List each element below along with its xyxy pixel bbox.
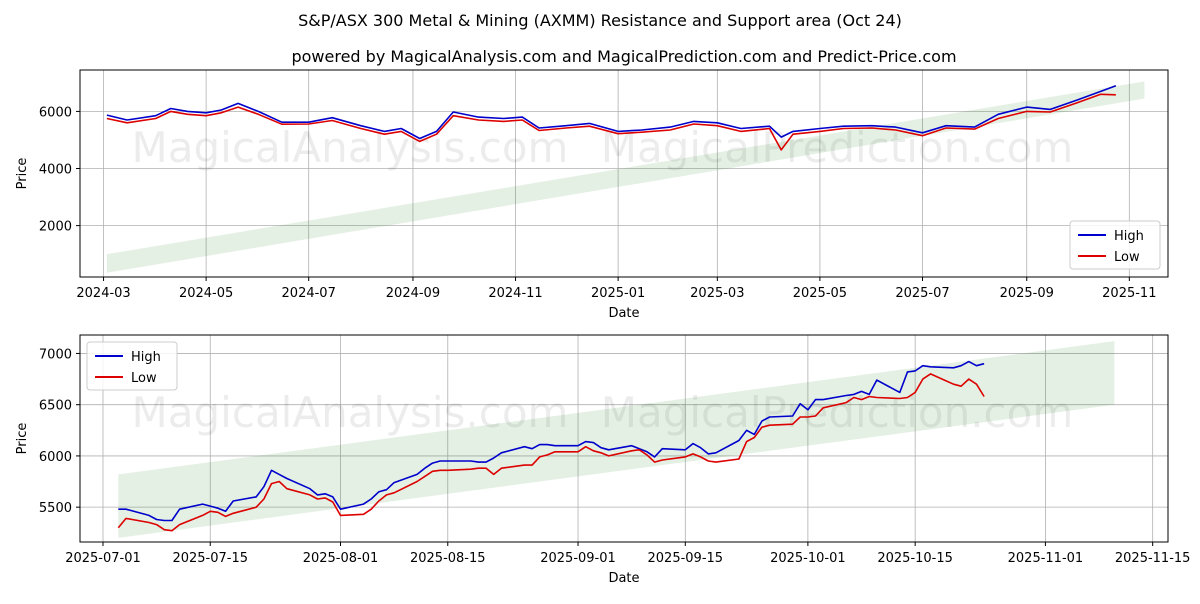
x-tick-label: 2025-09: [1000, 286, 1054, 301]
series-line-low: [106, 93, 1116, 151]
series-line-high: [118, 360, 985, 522]
chart-title: S&P/ASX 300 Metal & Mining (AXMM) Resist…: [298, 11, 902, 30]
y-tick-label: 6000: [39, 105, 72, 120]
legend: High Low: [86, 341, 178, 391]
x-tick-label: 2024-09: [386, 286, 440, 301]
series-line-high: [106, 84, 1117, 140]
y-tick-label: 5500: [39, 501, 72, 516]
support-resistance-band: [118, 341, 1115, 538]
x-tick-label: 2025-09-15: [648, 551, 724, 566]
y-tick-label: 4000: [39, 163, 72, 178]
chart-subtitle: powered by MagicalAnalysis.com and Magic…: [291, 47, 956, 66]
x-tick-label: 2025-07-01: [65, 551, 141, 566]
y-axis-label: Price: [15, 423, 30, 455]
x-tick-label: 2025-01: [591, 286, 645, 301]
x-tick-label: 2025-03: [690, 286, 744, 301]
x-tick-label: 2024-05: [179, 286, 233, 301]
x-tick-label: 2025-11: [1102, 286, 1156, 301]
x-axis-label: Date: [608, 571, 639, 586]
y-tick-label: 7000: [39, 347, 72, 362]
series-line-low: [117, 373, 985, 532]
x-tick-label: 2025-05: [793, 286, 847, 301]
plot-frame: [79, 69, 1169, 278]
x-tick-label: 2025-08-15: [410, 551, 486, 566]
legend-label-low: Low: [1114, 250, 1140, 265]
top-chart: MagicalAnalysis.com MagicalPrediction.com…: [15, 69, 1169, 321]
x-axis-label: Date: [608, 306, 639, 321]
x-tick-label: 2025-08-01: [303, 551, 379, 566]
x-tick-label: 2025-10-01: [770, 551, 846, 566]
x-tick-label: 2025-11-15: [1115, 551, 1191, 566]
y-tick-label: 6000: [39, 450, 72, 465]
y-axis-label: Price: [15, 158, 30, 190]
x-tick-label: 2025-10-15: [877, 551, 953, 566]
x-tick-label: 2024-03: [76, 286, 130, 301]
y-tick-label: 2000: [39, 220, 72, 235]
watermark-right: MagicalPrediction.com: [601, 123, 1074, 172]
support-resistance-band: [106, 81, 1145, 273]
x-tick-label: 2025-07-15: [172, 551, 248, 566]
y-tick-label: 6500: [39, 399, 72, 414]
x-tick-label: 2025-07: [895, 286, 949, 301]
watermark-left: MagicalAnalysis.com: [132, 388, 569, 437]
legend-label-high: High: [131, 350, 161, 365]
x-tick-label: 2024-11: [488, 286, 542, 301]
watermark-right: MagicalPrediction.com: [601, 388, 1074, 437]
x-tick-label: 2024-07: [282, 286, 336, 301]
legend: High Low: [1069, 220, 1161, 270]
x-tick-label: 2025-11-01: [1008, 551, 1084, 566]
bottom-chart: MagicalAnalysis.com MagicalPrediction.com…: [15, 334, 1191, 586]
legend-label-low: Low: [131, 371, 157, 386]
plot-frame: [79, 334, 1169, 543]
watermark-left: MagicalAnalysis.com: [132, 123, 569, 172]
x-tick-label: 2025-09-01: [540, 551, 616, 566]
legend-label-high: High: [1114, 229, 1144, 244]
